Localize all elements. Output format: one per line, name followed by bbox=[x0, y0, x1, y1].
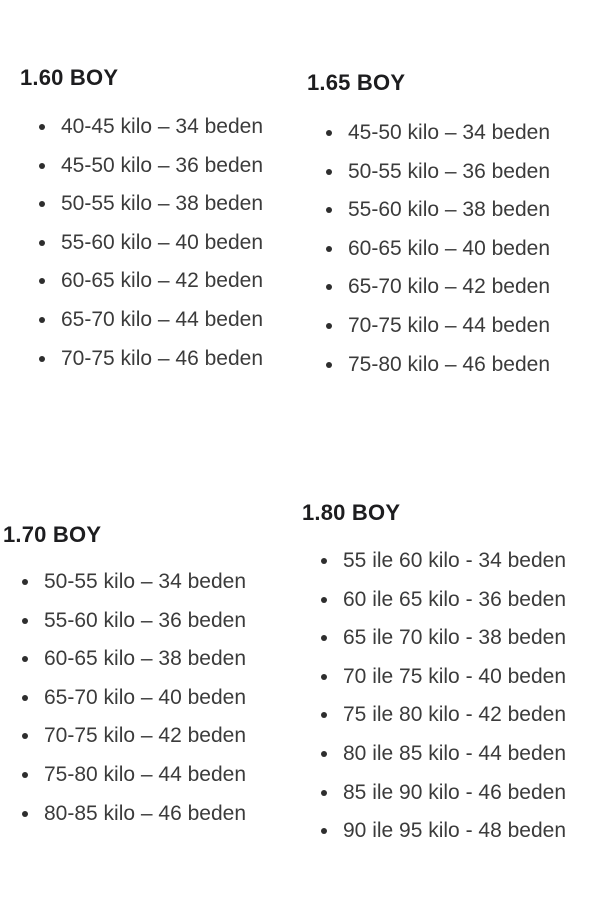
size-list-item: 65-70 kilo – 44 beden bbox=[20, 301, 263, 340]
size-list-item: 55-60 kilo – 38 beden bbox=[307, 191, 550, 230]
size-list-item: 60-65 kilo – 38 beden bbox=[3, 640, 246, 679]
size-list-item: 80-85 kilo – 46 beden bbox=[3, 795, 246, 834]
size-list-item: 70-75 kilo – 46 beden bbox=[20, 340, 263, 379]
size-list-item: 60-65 kilo – 40 beden bbox=[307, 230, 550, 269]
size-section-180: 1.80 BOY 55 ile 60 kilo - 34 beden 60 ile… bbox=[302, 499, 566, 851]
size-list-item: 65-70 kilo – 42 beden bbox=[307, 268, 550, 307]
size-list-item: 60-65 kilo – 42 beden bbox=[20, 262, 263, 301]
section-title-180: 1.80 BOY bbox=[302, 500, 401, 525]
size-list-item: 75-80 kilo – 44 beden bbox=[3, 756, 246, 795]
size-list-170: 50-55 kilo – 34 beden 55-60 kilo – 36 bed… bbox=[3, 563, 246, 833]
size-section-170: 1.70 BOY 50-55 kilo – 34 beden 55-60 kilo… bbox=[3, 521, 246, 833]
size-list-item: 70-75 kilo – 42 beden bbox=[3, 717, 246, 756]
size-list-165: 45-50 kilo – 34 beden 50-55 kilo – 36 bed… bbox=[307, 114, 550, 384]
size-list-item: 65 ile 70 kilo - 38 beden bbox=[302, 619, 566, 658]
size-list-item: 55-60 kilo – 36 beden bbox=[3, 602, 246, 641]
size-list-item: 70-75 kilo – 44 beden bbox=[307, 307, 550, 346]
size-list-item: 75 ile 80 kilo - 42 beden bbox=[302, 696, 566, 735]
size-section-165: 1.65 BOY 45-50 kilo – 34 beden 50-55 kilo… bbox=[307, 69, 550, 384]
size-list-item: 50-55 kilo – 36 beden bbox=[307, 153, 550, 192]
size-list-item: 70 ile 75 kilo - 40 beden bbox=[302, 658, 566, 697]
section-title-165: 1.65 BOY bbox=[307, 70, 406, 95]
size-list-item: 50-55 kilo – 38 beden bbox=[20, 185, 263, 224]
size-list-item: 60 ile 65 kilo - 36 beden bbox=[302, 581, 566, 620]
size-list-item: 75-80 kilo – 46 beden bbox=[307, 346, 550, 385]
size-section-160: 1.60 BOY 40-45 kilo – 34 beden 45-50 kilo… bbox=[20, 64, 263, 378]
size-list-item: 65-70 kilo – 40 beden bbox=[3, 679, 246, 718]
size-list-item: 50-55 kilo – 34 beden bbox=[3, 563, 246, 602]
size-list-item: 55-60 kilo – 40 beden bbox=[20, 224, 263, 263]
size-list-item: 80 ile 85 kilo - 44 beden bbox=[302, 735, 566, 774]
size-list-item: 45-50 kilo – 36 beden bbox=[20, 147, 263, 186]
size-list-item: 55 ile 60 kilo - 34 beden bbox=[302, 542, 566, 581]
size-list-160: 40-45 kilo – 34 beden 45-50 kilo – 36 bed… bbox=[20, 108, 263, 378]
size-list-item: 90 ile 95 kilo - 48 beden bbox=[302, 812, 566, 851]
size-list-item: 45-50 kilo – 34 beden bbox=[307, 114, 550, 153]
section-title-160: 1.60 BOY bbox=[20, 65, 119, 90]
size-list-item: 85 ile 90 kilo - 46 beden bbox=[302, 774, 566, 813]
size-list-item: 40-45 kilo – 34 beden bbox=[20, 108, 263, 147]
size-list-180: 55 ile 60 kilo - 34 beden 60 ile 65 kilo … bbox=[302, 542, 566, 851]
section-title-170: 1.70 BOY bbox=[3, 522, 102, 547]
